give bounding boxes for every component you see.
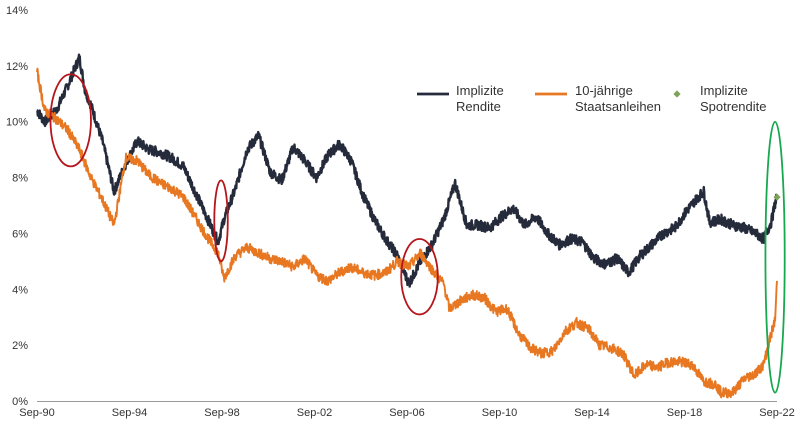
- x-tick-label: Sep-22: [759, 407, 794, 419]
- series-line-0: [36, 53, 779, 288]
- annotation-ellipse-3: [764, 120, 786, 394]
- markers: [773, 193, 781, 201]
- x-tick-label: Sep-18: [667, 407, 702, 419]
- legend-label: Implizite: [456, 83, 504, 98]
- y-tick-label: 2%: [12, 340, 28, 352]
- y-axis-tick-labels: 0% 2% 4% 6% 8% 10% 12% 14%: [6, 5, 28, 408]
- plot-lines: [36, 53, 779, 399]
- annotation-ellipse-1: [213, 179, 229, 263]
- legend-label: Spotrendite: [700, 99, 767, 114]
- legend-swatch: [673, 90, 681, 98]
- marker-point-0: [773, 193, 781, 201]
- y-tick-label: 10%: [6, 117, 28, 129]
- legend-label: Staatsanleihen: [575, 99, 661, 114]
- y-tick-label: 8%: [12, 173, 28, 185]
- annotation-ellipse-0: [49, 73, 92, 168]
- annotation-ellipse-2: [400, 238, 439, 316]
- y-tick-label: 6%: [12, 228, 28, 240]
- legend-label: Rendite: [456, 99, 501, 114]
- x-tick-label: Sep-06: [389, 407, 424, 419]
- y-tick-label: 0%: [12, 396, 28, 408]
- x-tick-label: Sep-14: [574, 407, 609, 419]
- series-line-1: [36, 67, 778, 399]
- y-tick-label: 12%: [6, 61, 28, 73]
- x-tick-label: Sep-94: [112, 407, 147, 419]
- y-tick-label: 14%: [6, 5, 28, 17]
- x-tick-label: Sep-10: [482, 407, 517, 419]
- x-tick-label: Sep-98: [204, 407, 239, 419]
- legend-label: Implizite: [700, 83, 748, 98]
- x-axis-tick-labels: Sep-90 Sep-94 Sep-98 Sep-02 Sep-06 Sep-10 Sep-…: [19, 407, 794, 419]
- x-tick-label: Sep-02: [297, 407, 332, 419]
- annotations: [49, 73, 786, 394]
- y-tick-label: 4%: [12, 284, 28, 296]
- legend-label: 10-jährige: [575, 83, 633, 98]
- x-tick-label: Sep-90: [19, 407, 54, 419]
- legend: ImpliziteRendite10-jährigeStaatsanleihen…: [417, 83, 767, 114]
